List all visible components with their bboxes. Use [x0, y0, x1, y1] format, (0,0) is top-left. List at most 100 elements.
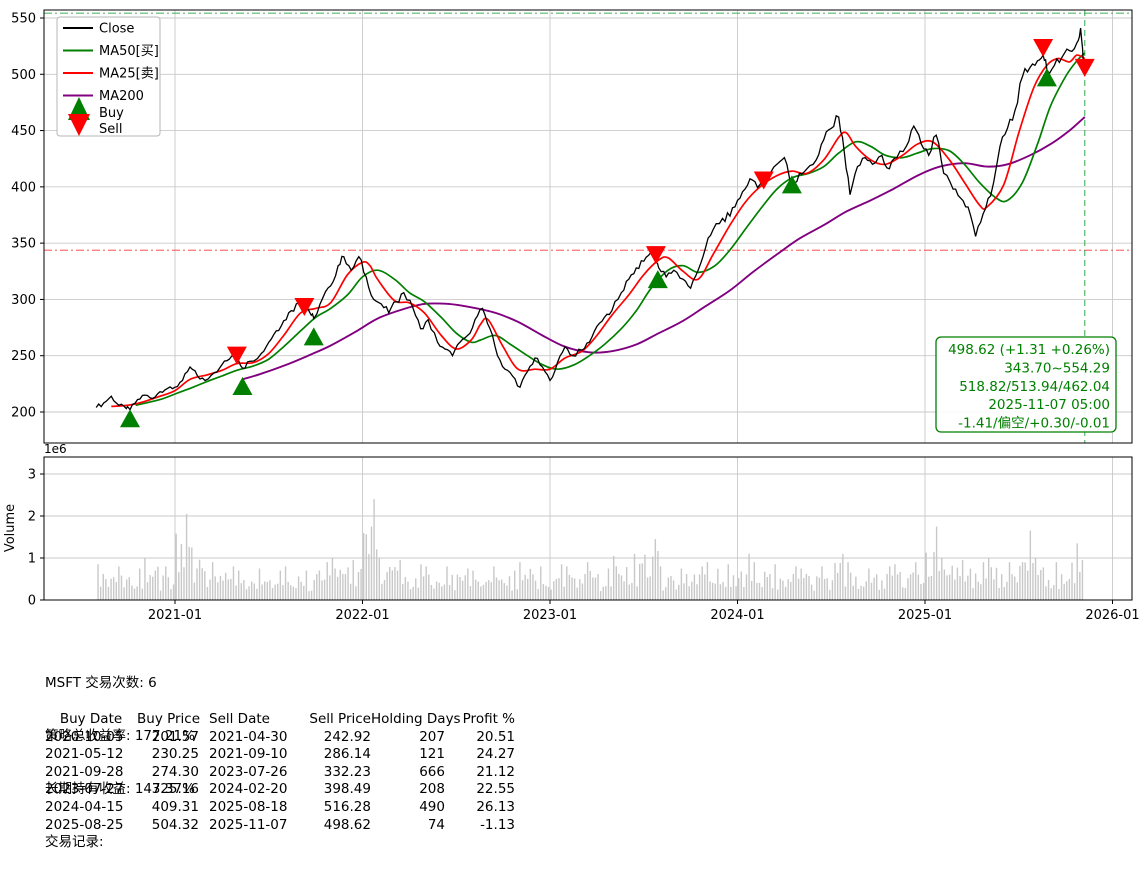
date-tick-label: 2026-01 — [1085, 608, 1139, 623]
ma25-line — [111, 54, 1086, 408]
legend-label: Sell — [99, 122, 122, 137]
annotation-line: -1.41/偏空/+0.30/-0.01 — [958, 416, 1110, 432]
volume-axis-label: Volume — [3, 504, 18, 552]
date-tick-label: 2025-01 — [898, 608, 952, 623]
buy-marker — [1036, 68, 1057, 87]
buy-marker — [232, 376, 253, 395]
trade-cell: 325.16 — [151, 781, 199, 798]
trade-cell: 2024-02-20 — [209, 781, 288, 798]
legend-sell-marker — [68, 114, 90, 136]
trade-row: 2025-08-25 504.32 2025-11-07 498.62 74 -1.13 — [45, 817, 515, 835]
axis-ticks: 200 250 300 350 400 450 500 550 0 1 2 3 2021-01 2022-… — [11, 12, 1139, 624]
volume-tick-label: 3 — [28, 468, 36, 483]
sell-marker — [645, 246, 666, 265]
trade-cell: 2023-07-26 — [209, 763, 288, 780]
trade-cell: 74 — [427, 816, 445, 833]
sell-marker — [753, 171, 774, 190]
legend-label: MA50[买] — [99, 44, 159, 59]
legend-label: MA25[卖] — [99, 67, 159, 82]
legend-label: Buy — [99, 106, 124, 121]
trade-cell: 2021-05-12 — [45, 746, 124, 763]
trade-row: 2021-09-28 274.30 2023-07-26 332.23 666 21.12 — [45, 764, 515, 782]
trade-cell: 2023-07-27 — [45, 781, 124, 798]
price-tick-label: 450 — [11, 124, 36, 139]
ma50-line — [135, 52, 1086, 407]
buy-marker — [781, 175, 802, 194]
trade-row: 2021-05-12 230.25 2021-09-10 286.14 121 24.27 — [45, 746, 515, 764]
trade-row: 2020-10-05 201.57 2021-04-30 242.92 207 20.51 — [45, 729, 515, 747]
date-tick-label: 2023-01 — [523, 608, 577, 623]
price-tick-label: 550 — [11, 12, 36, 27]
trade-cell: 121 — [419, 746, 445, 763]
trade-cell: 208 — [419, 781, 445, 798]
volume-bars — [97, 499, 1084, 600]
trade-cell: 2024-04-15 — [45, 798, 124, 815]
annotation-line: 498.62 (+1.31 +0.26%) — [948, 342, 1110, 358]
stat-hold-return: 长期持有收益: 147.37% — [45, 780, 195, 797]
trade-cell: 2025-08-18 — [209, 798, 288, 815]
strategy-stats: MSFT 交易次数: 6 策略总收益率: 177.21% 长期持有收益: 147… — [45, 640, 195, 886]
trade-cell: 21.12 — [476, 763, 515, 780]
trade-cell: 504.32 — [151, 816, 199, 833]
price-tick-label: 500 — [11, 68, 36, 83]
date-tick-label: 2021-01 — [148, 608, 202, 623]
trade-cell: 666 — [419, 763, 445, 780]
annotation-line: 2025-11-07 05:00 — [988, 397, 1110, 413]
buy-marker — [647, 270, 668, 289]
trade-cell: 20.51 — [476, 728, 515, 745]
trades-col-header: Buy Date — [59, 711, 123, 727]
date-tick-label: 2022-01 — [335, 608, 389, 623]
stat-trade-count: MSFT 交易次数: 6 — [45, 675, 157, 692]
trade-cell: 498.62 — [323, 816, 371, 833]
trade-cell: 2025-08-25 — [45, 816, 124, 833]
trades-col-header: Holding Days — [371, 711, 461, 727]
trade-cell: 2021-09-28 — [45, 763, 124, 780]
trades-table: Buy Date Buy Price Sell Date Sell Price Hold… — [45, 711, 515, 834]
volume-tick-label: 0 — [28, 594, 36, 609]
trade-cell: 516.28 — [323, 798, 371, 815]
trade-cell: 398.49 — [323, 781, 371, 798]
trade-row: 2024-04-15 409.31 2025-08-18 516.28 490 26.13 — [45, 799, 515, 817]
legend-label: MA200 — [99, 89, 144, 104]
sell-marker — [1074, 58, 1095, 77]
legend-label: Close — [99, 22, 134, 37]
buy-marker — [303, 327, 324, 346]
annotation-line: 343.70~554.29 — [1004, 360, 1110, 376]
trade-cell: -1.13 — [480, 816, 515, 833]
trade-cell: 274.30 — [151, 763, 199, 780]
trade-cell: 2020-10-05 — [45, 728, 124, 745]
sell-marker — [294, 298, 315, 317]
trades-col-header: Profit % — [462, 711, 515, 727]
price-tick-label: 250 — [11, 349, 36, 364]
trade-cell: 207 — [419, 728, 445, 745]
trade-cell: 26.13 — [476, 798, 515, 815]
trade-row: 2023-07-27 325.16 2024-02-20 398.49 208 22.55 — [45, 781, 515, 799]
trade-cell: 24.27 — [476, 746, 515, 763]
trades-header-row: Buy Date Buy Price Sell Date Sell Price Hold… — [45, 711, 515, 729]
sell-marker — [1033, 38, 1054, 57]
trade-cell: 2025-11-07 — [209, 816, 288, 833]
price-tick-label: 350 — [11, 237, 36, 252]
strategy-backtest-figure: 200 250 300 350 400 450 500 550 0 1 2 3 2021-01 2022-… — [3, 9, 1140, 850]
annotation-line: 518.82/513.94/462.04 — [959, 379, 1110, 395]
trades-body: 2020-10-05 201.57 2021-04-30 242.92 207 20.51… — [45, 729, 515, 835]
trades-col-header: Sell Price — [309, 711, 371, 727]
trade-cell: 2021-09-10 — [209, 746, 288, 763]
trade-cell: 490 — [419, 798, 445, 815]
trade-cell: 201.57 — [151, 728, 199, 745]
date-tick-label: 2024-01 — [710, 608, 764, 623]
stat-total-return: 策略总收益率: 177.21% — [45, 727, 195, 744]
trade-cell: 332.23 — [323, 763, 371, 780]
chart-canvas: 200 250 300 350 400 450 500 550 0 1 2 3 2021-01 2022-… — [3, 9, 1140, 624]
trade-cell: 409.31 — [151, 798, 199, 815]
price-tick-label: 200 — [11, 406, 36, 421]
gridlines — [44, 10, 1132, 601]
close-line — [95, 28, 1086, 411]
price-tick-label: 300 — [11, 293, 36, 308]
trade-cell: 230.25 — [151, 746, 199, 763]
trades-col-header: Buy Price — [137, 711, 201, 727]
volume-tick-label: 2 — [28, 510, 36, 525]
buy-marker — [120, 409, 140, 428]
volume-tick-label: 1 — [28, 552, 36, 567]
